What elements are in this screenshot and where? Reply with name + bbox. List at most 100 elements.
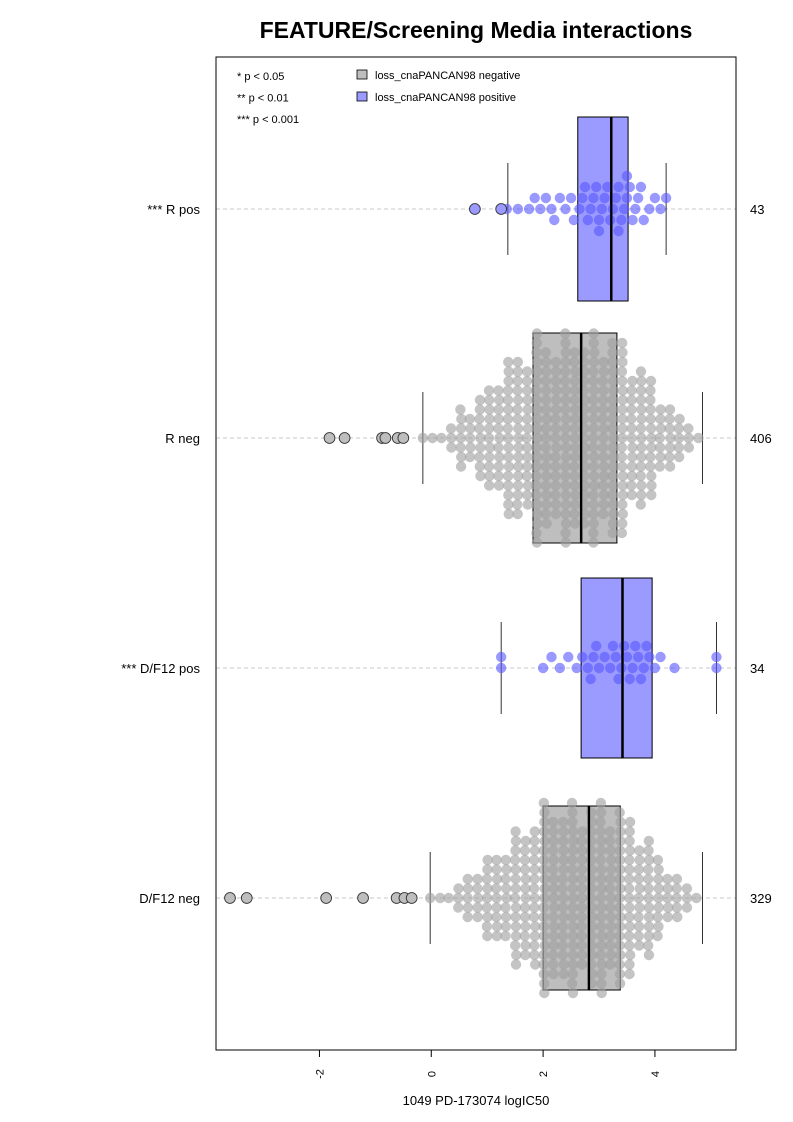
data-point [540, 461, 552, 472]
data-point [548, 968, 559, 980]
data-point [550, 461, 561, 472]
data-point [626, 385, 637, 396]
data-point [598, 423, 609, 434]
data-point [634, 854, 645, 866]
data-point [582, 662, 594, 674]
data-point [548, 902, 560, 913]
data-point [452, 892, 464, 904]
data-point [604, 930, 616, 942]
data-point [548, 911, 559, 923]
data-point [456, 451, 467, 463]
data-point [482, 930, 493, 942]
data-point [560, 518, 572, 529]
data-point [588, 404, 599, 415]
data-point [482, 911, 493, 923]
data-point [557, 921, 569, 932]
data-point [491, 854, 502, 866]
data-point [636, 404, 647, 415]
data-point [548, 940, 560, 951]
data-point [599, 192, 610, 204]
data-point [576, 921, 587, 932]
data-point [627, 214, 638, 226]
data-point [538, 797, 550, 809]
data-point [588, 499, 599, 510]
data-point [636, 451, 647, 463]
legend-label: loss_cnaPANCAN98 negative [375, 70, 520, 82]
data-point [576, 940, 588, 951]
group-count: 34 [750, 661, 764, 676]
data-point [593, 662, 605, 674]
data-point [445, 423, 457, 434]
data-point [503, 404, 514, 415]
data-point [596, 940, 607, 951]
data-point [462, 911, 473, 923]
data-point [503, 508, 514, 520]
data-point [500, 873, 511, 885]
data-point [683, 423, 694, 434]
data-point [607, 461, 619, 472]
data-point [532, 356, 543, 368]
data-point [567, 902, 578, 913]
data-point [513, 451, 524, 463]
data-point [599, 651, 610, 663]
data-point [607, 442, 619, 453]
data-point [616, 337, 628, 349]
data-point [617, 347, 628, 358]
data-point [608, 451, 619, 463]
data-point [493, 385, 504, 396]
data-point [608, 385, 619, 396]
x-tick-label: -2 [314, 1069, 326, 1079]
data-point [636, 480, 647, 491]
data-point [598, 508, 609, 520]
data-point [462, 892, 473, 904]
data-point [635, 423, 647, 434]
data-point [595, 807, 607, 818]
data-point [655, 423, 667, 434]
data-point [579, 181, 591, 193]
data-point [643, 883, 654, 894]
data-point [503, 366, 514, 377]
data-point [560, 347, 572, 358]
data-point [456, 413, 467, 425]
data-point [681, 902, 693, 913]
data-point [550, 499, 562, 510]
data-point [491, 864, 502, 875]
data-point [653, 921, 664, 932]
data-point [522, 423, 534, 434]
data-point [474, 413, 485, 425]
data-point [550, 489, 561, 501]
x-tick-label: 4 [650, 1071, 662, 1077]
significance-note: ** p < 0.01 [237, 93, 289, 105]
data-point [519, 854, 531, 866]
data-point [596, 864, 607, 875]
data-point [503, 499, 514, 510]
legend-swatch [356, 69, 368, 80]
data-point [617, 394, 628, 406]
data-point [624, 940, 635, 951]
data-point [608, 508, 619, 520]
data-point [616, 442, 628, 453]
data-point [509, 854, 521, 866]
data-point [522, 366, 533, 377]
data-point [455, 461, 467, 472]
data-point [643, 902, 655, 913]
data-point [519, 911, 531, 923]
data-point [522, 461, 533, 472]
outlier-point [495, 203, 508, 215]
data-point [643, 921, 655, 932]
group-count: 43 [750, 202, 764, 217]
data-point [576, 864, 588, 875]
data-point [548, 835, 559, 847]
data-point [560, 480, 571, 491]
data-point [617, 518, 628, 529]
data-point [560, 470, 571, 482]
data-point [474, 394, 486, 406]
data-point [519, 864, 531, 875]
data-point [614, 959, 625, 970]
data-point [484, 442, 496, 453]
data-point [626, 432, 637, 444]
data-point [550, 470, 561, 482]
data-point [531, 337, 543, 349]
data-point [531, 385, 542, 396]
data-point [465, 423, 476, 434]
